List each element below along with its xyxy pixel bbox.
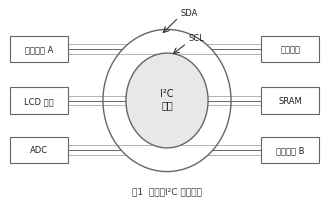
Text: LCD 驱动: LCD 驱动	[24, 97, 54, 105]
Bar	[262, 137, 319, 163]
Bar	[262, 37, 319, 63]
Ellipse shape	[103, 30, 231, 172]
Text: 微控制器 A: 微控制器 A	[25, 45, 53, 54]
Text: SCL: SCL	[188, 34, 204, 43]
Bar	[10, 88, 68, 114]
Bar	[10, 37, 68, 63]
Text: SRAM: SRAM	[278, 97, 302, 105]
Bar	[262, 88, 319, 114]
Ellipse shape	[126, 54, 208, 148]
Bar	[10, 137, 68, 163]
Text: ADC: ADC	[30, 146, 48, 155]
Text: 图1  典型的I²C 总线结构: 图1 典型的I²C 总线结构	[132, 186, 202, 195]
Text: I²C
总线: I²C 总线	[160, 88, 174, 110]
Text: 实时时钟: 实时时钟	[280, 45, 300, 54]
Text: 微控制器 B: 微控制器 B	[276, 146, 304, 155]
Text: SDA: SDA	[180, 8, 197, 18]
